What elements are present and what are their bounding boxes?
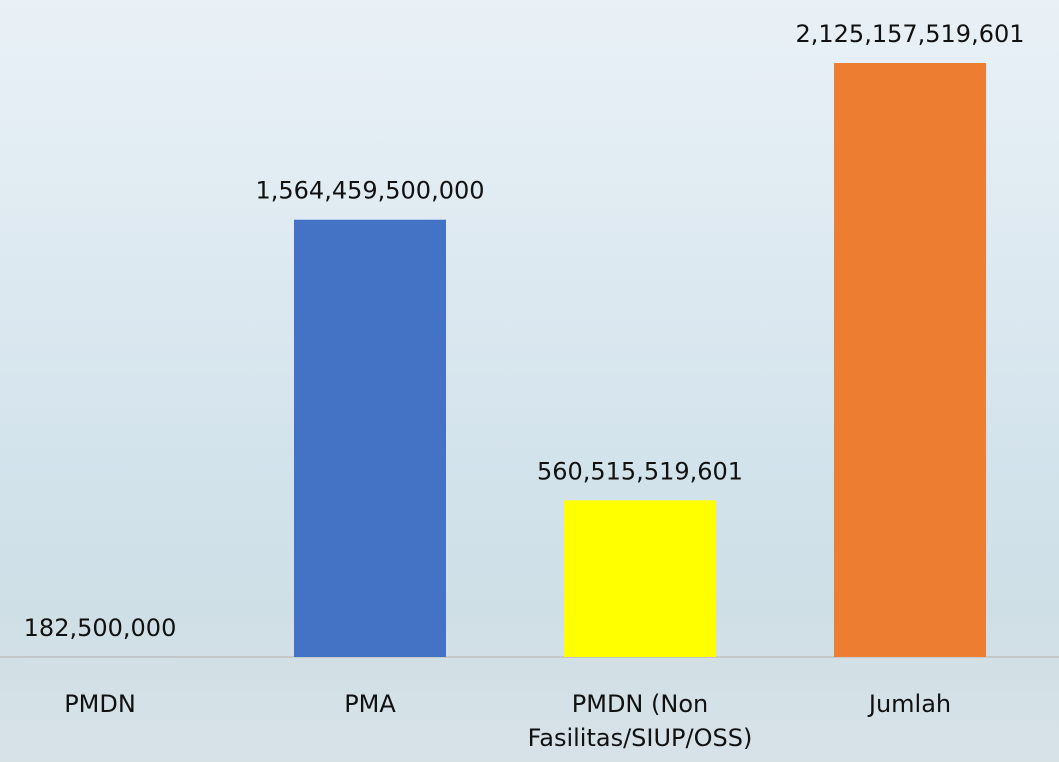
value-label: 560,515,519,601 [537,457,743,485]
value-label: 182,500,000 [24,614,177,642]
x-tick-label: PMDN [0,687,220,721]
chart: 182,500,000 1,564,459,500,000 560,515,519,… [0,0,1059,762]
value-label: 2,125,157,519,601 [795,20,1024,48]
bar [834,63,986,657]
x-tick-label: PMDN (Non Fasilitas/SIUP/OSS) [520,687,760,755]
bar [564,500,716,657]
x-tick-label: PMA [250,687,490,721]
x-tick-label: Jumlah [790,687,1030,721]
page: 182,500,000 1,564,459,500,000 560,515,519,… [0,0,1059,762]
value-label: 1,564,459,500,000 [255,177,484,205]
bar [294,220,446,657]
